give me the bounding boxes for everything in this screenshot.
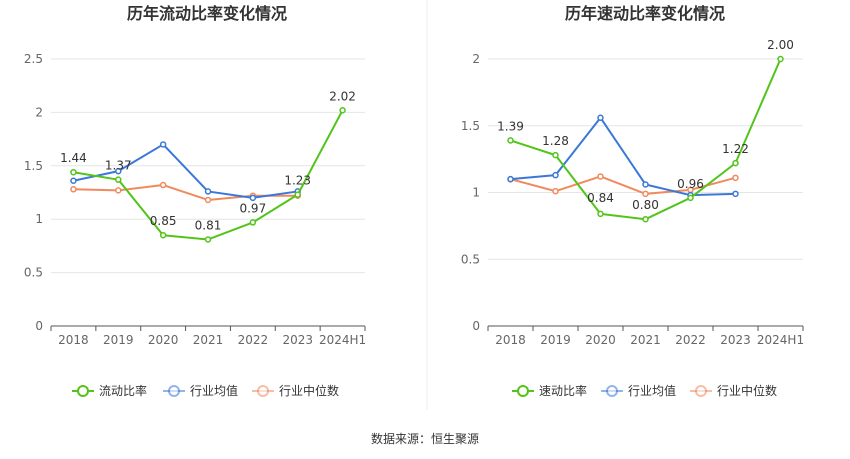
legend-label: 行业中位数: [279, 383, 339, 398]
data-point: [642, 215, 649, 223]
y-tick-label: 1.5: [461, 119, 480, 133]
data-label: 0.96: [677, 177, 704, 191]
legend-swatch-marker: [695, 385, 707, 397]
data-point: [597, 173, 604, 180]
data-point: [159, 141, 167, 148]
data-point: [70, 177, 77, 185]
y-tick-label: 2: [35, 105, 43, 119]
x-tick-label: 2021: [630, 333, 661, 347]
data-label: 0.97: [239, 201, 266, 215]
data-label: 0.80: [632, 198, 659, 212]
y-tick-label: 0: [472, 319, 480, 333]
data-point: [70, 168, 77, 176]
data-point: [597, 114, 604, 121]
series-line: [73, 143, 298, 199]
data-point: [552, 151, 559, 159]
legend-label: 行业均值: [628, 383, 676, 398]
data-label: 1.28: [542, 134, 569, 148]
x-tick-label: 2021: [193, 333, 224, 347]
data-point: [642, 190, 649, 198]
data-point: [552, 171, 559, 179]
data-source-note: 数据来源：恒生聚源: [370, 432, 479, 446]
chart-title: 历年速动比率变化情况: [565, 4, 725, 23]
series-line: [73, 184, 298, 201]
data-point: [732, 174, 739, 182]
data-label: 1.44: [60, 151, 87, 165]
x-tick-label: 2023: [720, 333, 751, 347]
data-point: [552, 187, 559, 195]
data-point: [732, 190, 739, 198]
data-label: 1.39: [497, 119, 524, 133]
data-label: 2.00: [767, 38, 794, 52]
data-label: 0.85: [150, 214, 177, 228]
data-point: [249, 219, 257, 226]
data-point: [249, 194, 257, 202]
data-point: [732, 159, 739, 167]
y-tick-label: 1: [35, 212, 43, 226]
series-line: [510, 175, 736, 195]
x-tick-label: 2018: [495, 333, 526, 347]
data-point: [204, 196, 212, 204]
data-label: 1.23: [284, 174, 311, 188]
chart-title: 历年流动比率变化情况: [127, 4, 287, 23]
series-line: [510, 116, 736, 197]
y-tick-label: 0.5: [24, 266, 43, 280]
data-point: [642, 181, 649, 188]
data-point: [204, 188, 212, 195]
data-point: [339, 107, 346, 114]
legend-label: 速动比率: [539, 383, 587, 398]
y-tick-label: 1.5: [24, 159, 43, 173]
x-tick-label: 2024H1: [757, 333, 804, 347]
legend-swatch-marker: [77, 385, 89, 397]
data-point: [507, 137, 514, 144]
data-label: 0.81: [195, 218, 222, 232]
data-point: [115, 176, 122, 183]
legend-label: 流动比率: [99, 383, 147, 398]
data-point: [294, 191, 301, 198]
y-tick-label: 0: [35, 319, 43, 333]
y-tick-label: 0.5: [461, 252, 480, 266]
x-tick-label: 2024H1: [319, 333, 366, 347]
y-tick-label: 1: [472, 186, 480, 200]
legend-swatch-marker: [257, 385, 269, 397]
x-tick-label: 2022: [675, 333, 706, 347]
data-point: [597, 210, 604, 218]
y-tick-label: 2: [472, 52, 480, 66]
x-tick-label: 2019: [540, 333, 571, 347]
legend-swatch-marker: [606, 385, 618, 397]
data-point: [159, 231, 167, 239]
data-point: [70, 186, 77, 193]
y-tick-label: 2.5: [24, 52, 43, 66]
data-point: [115, 187, 122, 194]
data-point: [159, 181, 167, 189]
data-point: [507, 175, 514, 183]
data-point: [204, 236, 212, 243]
x-tick-label: 2020: [148, 333, 179, 347]
legend-swatch-marker: [517, 385, 529, 397]
data-label: 1.22: [722, 142, 749, 156]
x-tick-label: 2023: [282, 333, 313, 347]
data-label: 1.37: [105, 159, 132, 173]
legend-label: 行业中位数: [717, 383, 777, 398]
x-tick-label: 2020: [585, 333, 616, 347]
data-label: 0.84: [587, 191, 614, 205]
data-point: [115, 167, 122, 175]
x-tick-label: 2019: [103, 333, 134, 347]
data-label: 2.02: [329, 89, 356, 103]
data-point: [777, 55, 784, 63]
data-point: [687, 194, 694, 202]
legend-label: 行业均值: [190, 383, 238, 398]
x-tick-label: 2018: [58, 333, 89, 347]
legend-swatch-marker: [168, 385, 180, 397]
x-tick-label: 2022: [238, 333, 269, 347]
